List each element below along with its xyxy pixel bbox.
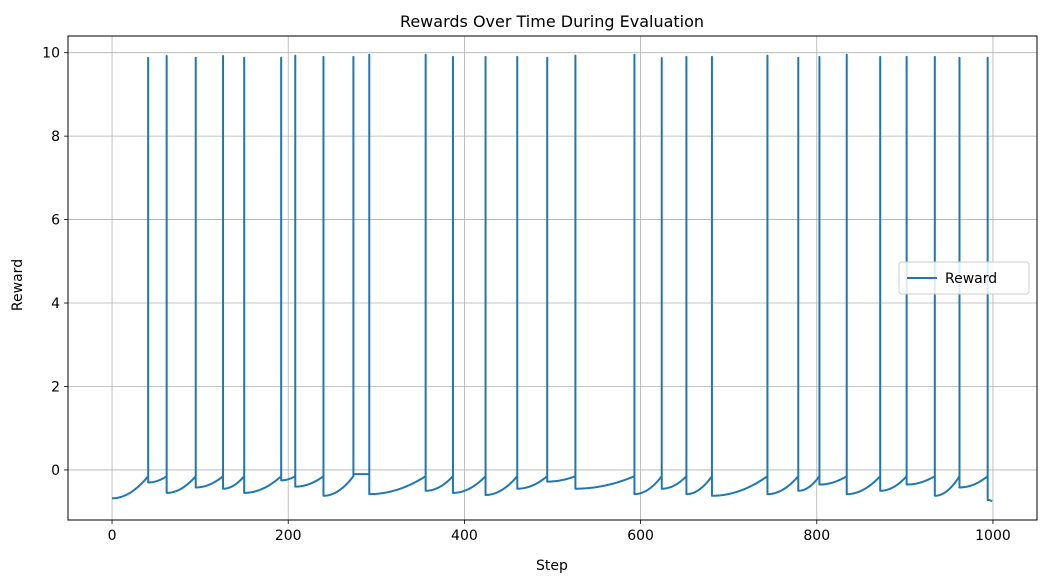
chart-title: Rewards Over Time During Evaluation xyxy=(400,12,704,31)
series-line-reward xyxy=(111,53,993,503)
legend: Reward xyxy=(898,261,1030,295)
y-tick-label: 8 xyxy=(51,129,60,145)
x-tick-label: 600 xyxy=(627,528,654,544)
y-tick-label: 10 xyxy=(42,46,60,62)
legend-box xyxy=(898,261,1030,295)
y-axis-label: Reward xyxy=(10,259,26,311)
x-tick-label: 1000 xyxy=(975,528,1011,544)
x-tick-label: 200 xyxy=(275,528,302,544)
x-tick-label: 0 xyxy=(108,528,117,544)
x-tick-label: 800 xyxy=(803,528,830,544)
y-tick-label: 4 xyxy=(51,296,60,312)
y-tick-label: 0 xyxy=(51,463,60,479)
plot-frame xyxy=(67,35,1038,521)
y-tick-label: 6 xyxy=(51,213,60,229)
x-tick-label: 400 xyxy=(451,528,478,544)
y-tick-label: 2 xyxy=(51,379,60,395)
grid-lines xyxy=(68,36,1037,520)
series-layer xyxy=(111,53,993,503)
legend-label: Reward xyxy=(945,271,997,287)
x-axis-label: Step xyxy=(536,558,568,574)
axis-ticks: 0 200 400 600 800 1000 0 2 4 6 8 10 xyxy=(42,46,1011,544)
